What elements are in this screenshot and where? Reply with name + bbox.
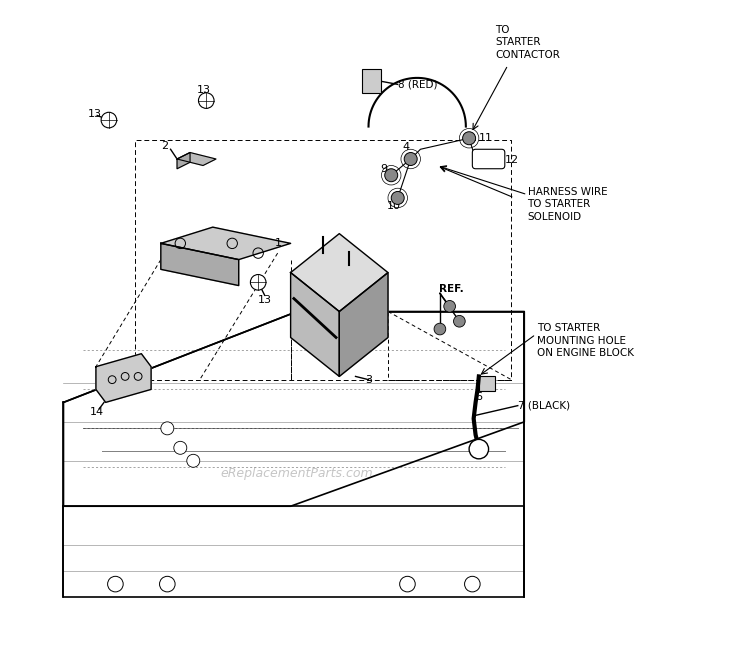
Circle shape — [174, 441, 187, 454]
Text: 6: 6 — [475, 392, 482, 402]
Circle shape — [404, 153, 417, 165]
Circle shape — [444, 300, 455, 312]
Polygon shape — [160, 243, 238, 286]
Circle shape — [160, 576, 175, 592]
Text: eReplacementParts.com: eReplacementParts.com — [220, 467, 374, 480]
Polygon shape — [160, 227, 291, 260]
Text: 3: 3 — [365, 374, 372, 385]
Circle shape — [434, 323, 445, 335]
FancyBboxPatch shape — [478, 376, 495, 391]
Text: 12: 12 — [505, 154, 519, 165]
Text: HARNESS WIRE
TO STARTER
SOLENOID: HARNESS WIRE TO STARTER SOLENOID — [527, 187, 608, 222]
Text: 13: 13 — [88, 108, 102, 119]
Circle shape — [101, 112, 117, 128]
Text: 2: 2 — [160, 141, 168, 151]
Circle shape — [187, 454, 200, 467]
Circle shape — [464, 576, 480, 592]
Text: REF.: REF. — [439, 284, 464, 294]
Circle shape — [469, 439, 488, 459]
Circle shape — [454, 315, 465, 327]
Text: 5: 5 — [374, 73, 381, 83]
Polygon shape — [96, 354, 151, 402]
Circle shape — [160, 422, 174, 435]
FancyBboxPatch shape — [362, 69, 382, 93]
Polygon shape — [291, 234, 388, 312]
Circle shape — [400, 576, 416, 592]
Circle shape — [392, 191, 404, 204]
Text: 8 (RED): 8 (RED) — [398, 79, 437, 90]
Polygon shape — [291, 273, 339, 376]
Text: 9: 9 — [380, 164, 387, 174]
Circle shape — [463, 132, 476, 145]
Text: TO
STARTER
CONTACTOR: TO STARTER CONTACTOR — [495, 25, 560, 60]
Polygon shape — [339, 273, 388, 376]
Circle shape — [251, 275, 266, 290]
Text: TO STARTER
MOUNTING HOLE
ON ENGINE BLOCK: TO STARTER MOUNTING HOLE ON ENGINE BLOCK — [537, 323, 634, 358]
Text: 1: 1 — [274, 238, 281, 249]
Polygon shape — [177, 153, 190, 169]
Text: 13: 13 — [258, 295, 272, 305]
Text: 4: 4 — [403, 142, 410, 153]
Circle shape — [199, 93, 214, 108]
Text: 14: 14 — [89, 407, 104, 417]
Text: 11: 11 — [478, 133, 493, 143]
Polygon shape — [177, 153, 216, 165]
Text: 10: 10 — [387, 201, 400, 212]
Circle shape — [385, 169, 398, 182]
Text: 7 (BLACK): 7 (BLACK) — [518, 400, 570, 411]
Text: 13: 13 — [196, 84, 211, 95]
FancyBboxPatch shape — [472, 149, 505, 169]
Circle shape — [107, 576, 123, 592]
